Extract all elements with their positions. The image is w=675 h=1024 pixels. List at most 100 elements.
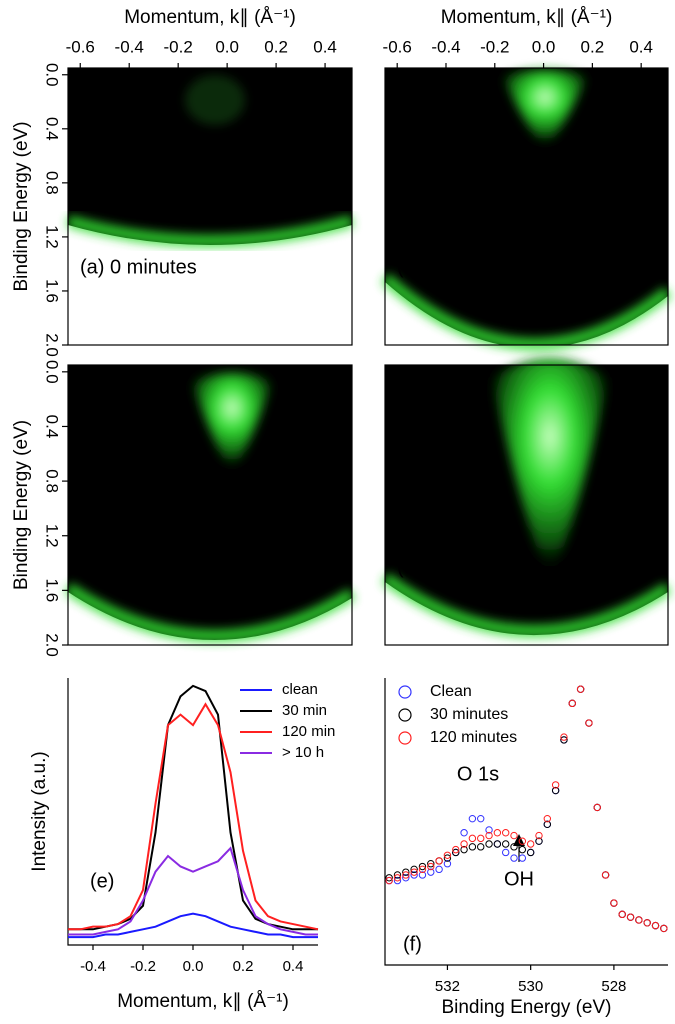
point xyxy=(560,733,568,741)
legend-label: 30 min xyxy=(282,702,327,719)
point xyxy=(460,845,468,854)
panel-label: (e) xyxy=(90,870,114,892)
legend-label: 120 minutes xyxy=(430,729,517,746)
y-tick-label: 2.0 xyxy=(43,633,62,657)
plot-frame xyxy=(67,67,353,346)
spectral-cone xyxy=(192,372,272,474)
point xyxy=(443,854,452,862)
point xyxy=(477,834,485,843)
point xyxy=(477,814,485,823)
point xyxy=(485,840,493,848)
point xyxy=(551,786,560,795)
y-tick-label: 1.2 xyxy=(43,225,62,249)
spectral-band xyxy=(66,215,354,247)
point xyxy=(526,848,535,857)
point xyxy=(410,865,418,874)
point xyxy=(526,840,535,848)
x-tick-label: 0.2 xyxy=(233,958,254,975)
point xyxy=(651,921,660,930)
point xyxy=(518,845,527,854)
point xyxy=(427,862,435,871)
y-tick-label: 1.6 xyxy=(43,279,62,303)
point xyxy=(410,868,418,876)
point xyxy=(601,871,610,879)
spectral-band xyxy=(381,573,672,637)
point xyxy=(551,781,560,789)
point xyxy=(452,845,460,854)
point xyxy=(427,860,435,868)
point xyxy=(493,829,502,837)
legend-marker xyxy=(398,708,412,722)
point xyxy=(493,840,502,848)
y-tick-label: 0.8 xyxy=(43,469,62,493)
point xyxy=(643,919,651,927)
panel-label: (c) 120 minutes xyxy=(80,556,218,578)
y-tick-label: 1.6 xyxy=(43,579,62,603)
point xyxy=(501,829,510,837)
x-axis-label: Momentum, k∥ (Å⁻¹) xyxy=(117,991,289,1012)
point xyxy=(618,910,626,919)
point xyxy=(393,876,402,885)
y-tick-label: 2.0 xyxy=(43,333,62,357)
x-tick-label: 530 xyxy=(518,978,543,995)
spectral-cone xyxy=(492,357,608,583)
point xyxy=(485,826,493,834)
spectral-band xyxy=(64,582,356,642)
panel-label: (d) > 10 hours xyxy=(397,556,522,578)
x-tick-label: 0.0 xyxy=(215,37,239,56)
point xyxy=(593,803,601,812)
panel-label: (f) xyxy=(403,933,422,955)
x-tick-label: 0.2 xyxy=(264,37,288,56)
point xyxy=(585,719,593,727)
y-tick-label: 0.0 xyxy=(43,360,62,384)
legend-label: clean xyxy=(282,681,318,698)
axis xyxy=(384,678,668,966)
point xyxy=(443,851,452,859)
point xyxy=(560,736,568,744)
x-tick-label: -0.6 xyxy=(66,37,95,56)
point xyxy=(460,829,468,837)
x-tick-label: -0.2 xyxy=(480,37,509,56)
x-tick-label: -0.4 xyxy=(80,958,106,975)
point xyxy=(393,871,402,879)
spectral-band xyxy=(381,273,672,351)
x-tick-label: -0.6 xyxy=(383,37,412,56)
point xyxy=(501,840,510,848)
point xyxy=(418,865,427,874)
annotation: OH xyxy=(504,868,534,890)
annotation: O 1s xyxy=(457,763,499,785)
plot-frame xyxy=(384,67,669,346)
x-axis-label: Momentum, k∥ (Å⁻¹) xyxy=(441,7,613,28)
y-axis-label: Binding Energy (eV) xyxy=(11,420,32,590)
plot-frame xyxy=(67,364,353,646)
x-tick-label: 0.0 xyxy=(183,958,204,975)
point xyxy=(485,831,493,840)
point xyxy=(535,837,543,845)
point xyxy=(510,843,518,851)
y-axis-label: Binding Energy (eV) xyxy=(11,121,32,291)
point xyxy=(543,820,552,829)
line xyxy=(68,684,318,931)
legend-marker xyxy=(398,731,412,745)
y-tick-label: 0.0 xyxy=(43,63,62,87)
axis xyxy=(67,678,318,946)
point xyxy=(501,848,510,857)
point xyxy=(568,699,576,708)
x-tick-label: -0.4 xyxy=(431,37,460,56)
point xyxy=(435,857,443,865)
legend-label: 120 min xyxy=(282,723,335,740)
point xyxy=(535,831,543,840)
point xyxy=(610,899,618,907)
line xyxy=(68,846,318,936)
x-tick-label: 0.4 xyxy=(283,958,304,975)
point xyxy=(443,860,452,868)
legend-label: Clean xyxy=(430,683,472,700)
x-tick-label: 528 xyxy=(601,978,626,995)
legend-label: > 10 h xyxy=(282,744,324,761)
point xyxy=(418,862,427,871)
point xyxy=(385,874,393,882)
point xyxy=(543,814,552,823)
y-tick-label: 0.4 xyxy=(43,117,62,141)
point xyxy=(385,876,393,885)
x-tick-label: -0.4 xyxy=(115,37,144,56)
